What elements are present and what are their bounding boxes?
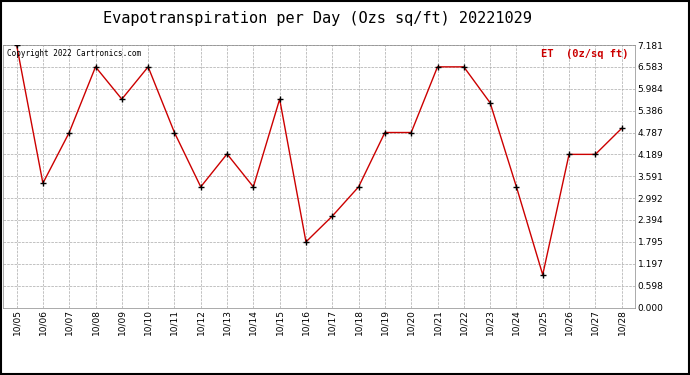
Text: ET  (0z/sq ft): ET (0z/sq ft) xyxy=(541,49,629,59)
Text: Evapotranspiration per Day (Ozs sq/ft) 20221029: Evapotranspiration per Day (Ozs sq/ft) 2… xyxy=(103,11,532,26)
Text: Copyright 2022 Cartronics.com: Copyright 2022 Cartronics.com xyxy=(7,49,141,58)
